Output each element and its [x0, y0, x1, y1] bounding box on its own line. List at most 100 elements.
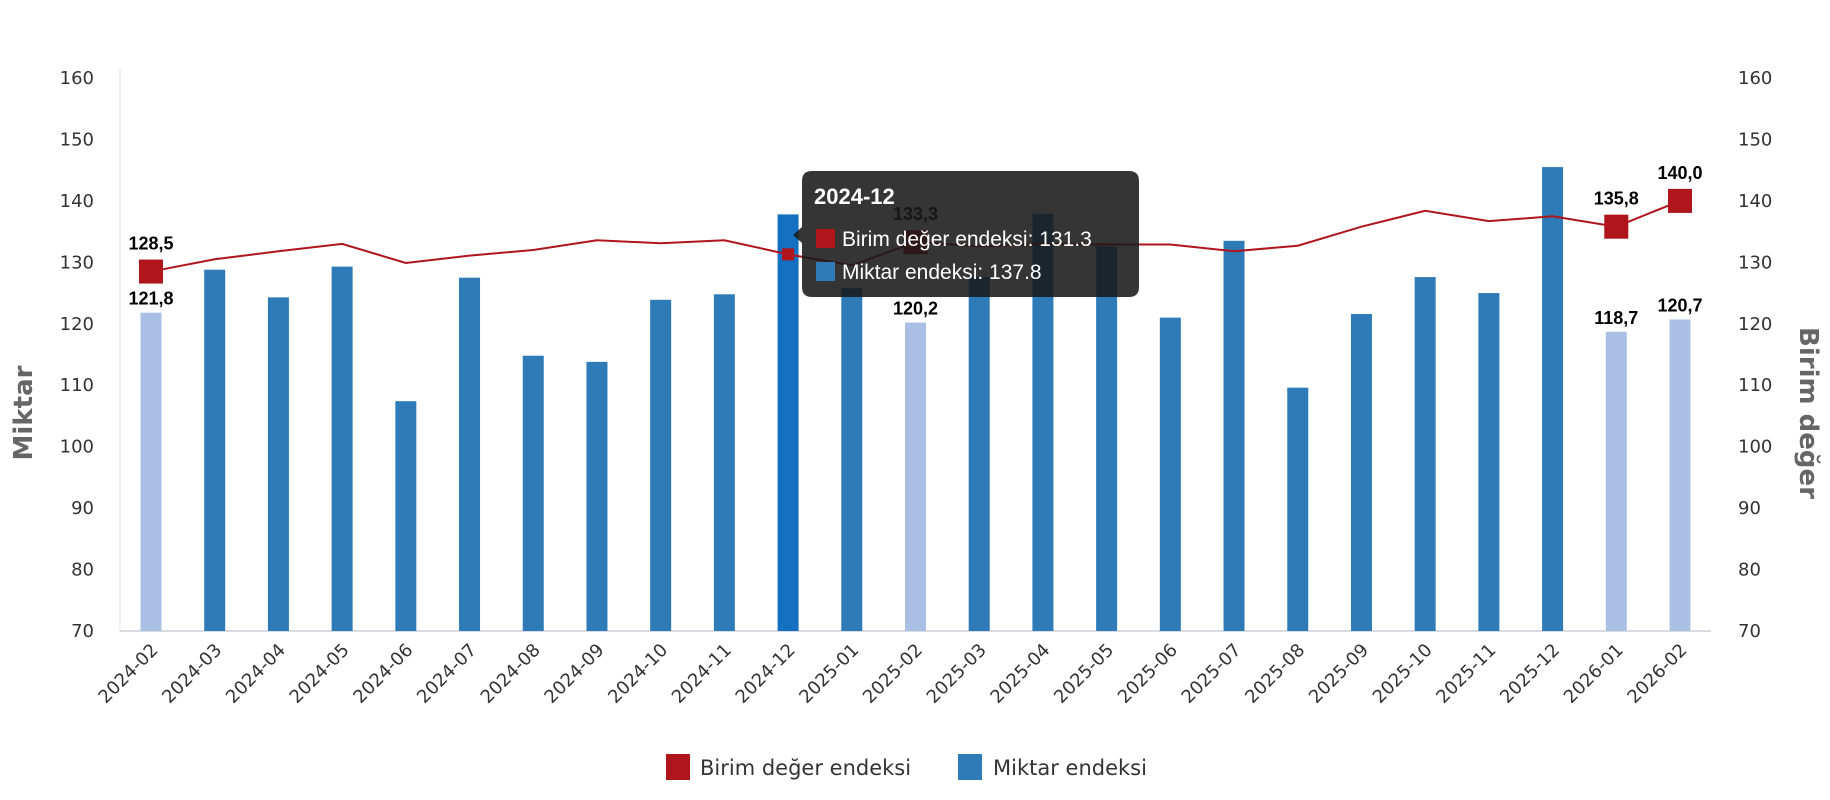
- tooltip: 2024-12 Birim değer endeksi: 131.3 Mikta…: [793, 171, 1139, 297]
- line-marker-2026-01[interactable]: [1604, 214, 1629, 239]
- x-tick-label: 2025-11: [1432, 640, 1500, 708]
- y-tick-label-right: 160: [1738, 68, 1772, 89]
- right-axis-title: Birim değer: [1793, 327, 1823, 499]
- x-tick-label: 2025-07: [1178, 640, 1246, 708]
- tooltip-row-birim: Birim değer endeksi: 131.3: [842, 228, 1092, 251]
- bar-data-label: 121,8: [128, 289, 173, 309]
- bar-2024-03[interactable]: [204, 269, 226, 631]
- y-tick-label-right: 100: [1738, 437, 1772, 458]
- line-marker-2026-02[interactable]: [1668, 188, 1692, 213]
- y-tick-label-right: 140: [1738, 191, 1772, 212]
- y-tick-label-right: 90: [1738, 498, 1761, 519]
- bar-2025-09[interactable]: [1350, 313, 1372, 631]
- x-tick-label: 2024-03: [158, 640, 226, 708]
- x-tick-label: 2025-03: [923, 640, 991, 708]
- y-tick-label-right: 110: [1738, 375, 1772, 396]
- bar-2025-03[interactable]: [968, 277, 990, 631]
- y-tick-label-left: 70: [71, 621, 94, 642]
- bar-2025-12[interactable]: [1542, 167, 1564, 631]
- left-axis-title: Miktar: [9, 365, 39, 460]
- x-tick-label: 2026-01: [1560, 640, 1628, 708]
- bar-2025-01[interactable]: [841, 288, 863, 631]
- y-tick-label-right: 130: [1738, 252, 1772, 273]
- legend-swatch-blue: [958, 754, 982, 780]
- miktar-bars: [140, 167, 1691, 632]
- x-tick-label: 2024-05: [286, 640, 354, 708]
- bar-2024-11[interactable]: [713, 294, 735, 631]
- x-tick-label: 2025-12: [1496, 640, 1564, 708]
- x-tick-label: 2024-06: [349, 640, 417, 708]
- x-tick-label: 2025-01: [795, 640, 863, 708]
- y-tick-label-right: 80: [1738, 560, 1761, 581]
- line-data-label: 135,8: [1594, 189, 1639, 209]
- legend-label: Miktar endeksi: [993, 756, 1147, 780]
- y-tick-label-left: 110: [60, 375, 94, 396]
- x-tick-label: 2024-02: [94, 640, 162, 708]
- tooltip-swatch-red: [816, 229, 835, 248]
- bar-2024-06[interactable]: [395, 401, 417, 631]
- bar-2024-09[interactable]: [586, 361, 608, 631]
- bar-2024-02[interactable]: [140, 312, 162, 631]
- x-tick-label: 2025-04: [986, 640, 1054, 708]
- bar-2024-12[interactable]: [777, 214, 799, 631]
- bar-2025-10[interactable]: [1414, 277, 1436, 631]
- bar-2025-06[interactable]: [1159, 317, 1181, 631]
- y-tick-label-left: 80: [71, 560, 94, 581]
- x-tick-label: 2024-09: [540, 640, 608, 708]
- legend-item-birim-deger[interactable]: Birim değer endeksi: [666, 754, 911, 780]
- tooltip-box: [793, 171, 1139, 297]
- x-tick-label: 2025-02: [859, 640, 927, 708]
- legend: Birim değer endeksi Miktar endeksi: [666, 754, 1147, 780]
- x-axis: 2024-022024-032024-042024-052024-062024-…: [94, 640, 1691, 708]
- x-tick-label: 2025-06: [1114, 640, 1182, 708]
- y-tick-label-left: 140: [60, 191, 94, 212]
- tooltip-row-miktar: Miktar endeksi: 137.8: [842, 261, 1042, 284]
- y-tick-label-left: 100: [60, 437, 94, 458]
- y-tick-label-left: 160: [60, 68, 94, 89]
- legend-item-miktar[interactable]: Miktar endeksi: [958, 754, 1147, 780]
- y-tick-label-left: 150: [60, 129, 94, 150]
- x-tick-label: 2024-08: [477, 640, 545, 708]
- bar-2025-02[interactable]: [905, 322, 926, 631]
- y-tick-label-right: 70: [1738, 621, 1761, 642]
- tooltip-title: 2024-12: [814, 184, 895, 209]
- x-tick-label: 2024-12: [732, 640, 800, 708]
- x-tick-label: 2026-02: [1623, 640, 1691, 708]
- line-data-label: 140,0: [1657, 163, 1702, 183]
- y-tick-label-left: 120: [60, 314, 94, 335]
- x-tick-label: 2024-07: [413, 640, 481, 708]
- bar-2025-05[interactable]: [1096, 246, 1118, 631]
- x-tick-label: 2024-04: [222, 640, 290, 708]
- y-tick-label-right: 120: [1738, 314, 1772, 335]
- line-marker-2024-02[interactable]: [139, 259, 163, 284]
- bar-data-label: 118,7: [1594, 308, 1638, 328]
- y-tick-label-right: 150: [1738, 129, 1772, 150]
- right-y-axis: 70 80 90 100 110 120 130 140 150 160: [1738, 68, 1772, 642]
- line-marker-2024-12[interactable]: [782, 248, 795, 261]
- bar-2024-04[interactable]: [267, 297, 289, 631]
- bar-2024-08[interactable]: [522, 355, 544, 631]
- bar-2025-08[interactable]: [1287, 387, 1309, 631]
- bar-2025-04[interactable]: [1032, 213, 1054, 631]
- x-tick-label: 2025-09: [1305, 640, 1373, 708]
- left-y-axis: 70 80 90 100 110 120 130 140 150 160: [60, 68, 1711, 642]
- bar-2025-11[interactable]: [1478, 293, 1500, 631]
- legend-label: Birim değer endeksi: [700, 756, 911, 780]
- bar-data-label: 120,2: [893, 299, 938, 319]
- x-tick-label: 2024-11: [668, 640, 736, 708]
- x-tick-label: 2025-05: [1050, 640, 1118, 708]
- bar-data-label: 120,7: [1657, 295, 1702, 315]
- y-tick-label-left: 130: [60, 252, 94, 273]
- x-tick-label: 2024-10: [604, 640, 672, 708]
- x-tick-label: 2025-08: [1241, 640, 1309, 708]
- bar-2024-07[interactable]: [459, 277, 481, 631]
- bar-2024-10[interactable]: [650, 299, 672, 631]
- bar-2024-05[interactable]: [331, 266, 353, 631]
- bar-2026-01[interactable]: [1605, 331, 1627, 631]
- bar-2025-07[interactable]: [1223, 240, 1245, 632]
- bar-2026-02[interactable]: [1669, 319, 1691, 631]
- x-tick-label: 2025-10: [1369, 640, 1437, 708]
- legend-swatch-red: [666, 754, 690, 780]
